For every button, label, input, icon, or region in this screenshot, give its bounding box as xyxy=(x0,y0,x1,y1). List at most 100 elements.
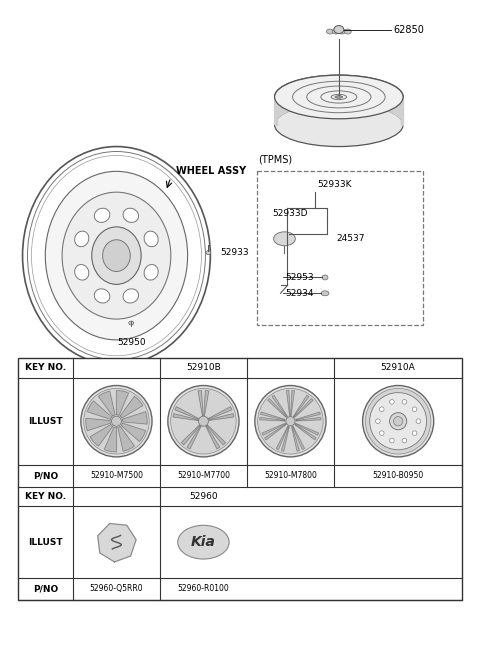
Polygon shape xyxy=(122,412,147,424)
Circle shape xyxy=(375,419,380,424)
Text: 52910-M7700: 52910-M7700 xyxy=(177,471,230,480)
Text: P/NO: P/NO xyxy=(33,471,58,480)
Polygon shape xyxy=(296,423,319,435)
Circle shape xyxy=(84,388,149,454)
Text: 52910-B0950: 52910-B0950 xyxy=(372,471,424,480)
Polygon shape xyxy=(275,97,276,125)
Polygon shape xyxy=(207,425,226,445)
Polygon shape xyxy=(117,390,129,415)
Polygon shape xyxy=(175,407,198,419)
Ellipse shape xyxy=(144,264,158,280)
Text: 52960-R0100: 52960-R0100 xyxy=(178,584,229,593)
Text: 62850: 62850 xyxy=(393,24,424,35)
Polygon shape xyxy=(293,426,304,449)
Ellipse shape xyxy=(123,208,139,222)
Ellipse shape xyxy=(123,289,139,303)
Polygon shape xyxy=(294,399,313,417)
Polygon shape xyxy=(87,401,112,419)
Circle shape xyxy=(81,386,152,457)
Circle shape xyxy=(168,386,239,457)
Polygon shape xyxy=(121,423,145,441)
Circle shape xyxy=(412,407,417,411)
Ellipse shape xyxy=(338,29,345,34)
Text: 52933D: 52933D xyxy=(273,209,308,218)
Text: ILLUST: ILLUST xyxy=(28,538,62,546)
Polygon shape xyxy=(98,391,115,416)
Circle shape xyxy=(198,416,208,426)
Circle shape xyxy=(365,388,431,454)
Ellipse shape xyxy=(144,231,158,247)
Polygon shape xyxy=(204,390,209,416)
Polygon shape xyxy=(401,97,403,125)
Ellipse shape xyxy=(326,29,334,34)
Polygon shape xyxy=(296,412,320,420)
Polygon shape xyxy=(268,399,287,417)
Polygon shape xyxy=(173,414,198,420)
Ellipse shape xyxy=(178,525,229,559)
Text: P/NO: P/NO xyxy=(33,584,58,593)
Polygon shape xyxy=(206,426,220,449)
Ellipse shape xyxy=(275,103,403,146)
Polygon shape xyxy=(104,427,117,452)
Circle shape xyxy=(171,388,236,454)
Polygon shape xyxy=(118,426,134,451)
Polygon shape xyxy=(296,417,321,421)
Polygon shape xyxy=(208,407,232,419)
Ellipse shape xyxy=(275,75,403,119)
Ellipse shape xyxy=(92,227,141,284)
Polygon shape xyxy=(98,523,136,562)
Polygon shape xyxy=(291,390,294,415)
Ellipse shape xyxy=(75,231,89,247)
Circle shape xyxy=(390,413,407,430)
Ellipse shape xyxy=(344,29,351,34)
Text: 52910-M7800: 52910-M7800 xyxy=(264,471,317,480)
Polygon shape xyxy=(181,425,200,445)
Ellipse shape xyxy=(129,321,134,325)
Circle shape xyxy=(286,417,295,426)
Bar xyxy=(18,358,462,600)
Polygon shape xyxy=(198,390,203,416)
Circle shape xyxy=(258,388,323,454)
Ellipse shape xyxy=(94,208,110,222)
Text: 52960-Q5RR0: 52960-Q5RR0 xyxy=(90,584,143,593)
Text: 52933: 52933 xyxy=(220,248,249,257)
Polygon shape xyxy=(265,424,286,440)
Ellipse shape xyxy=(321,291,329,296)
Polygon shape xyxy=(209,414,234,420)
Polygon shape xyxy=(295,424,316,440)
Ellipse shape xyxy=(206,251,211,255)
Polygon shape xyxy=(90,424,113,446)
Circle shape xyxy=(370,393,427,450)
Polygon shape xyxy=(272,396,288,417)
Text: WHEEL ASSY: WHEEL ASSY xyxy=(176,167,246,176)
Polygon shape xyxy=(276,426,288,449)
Text: 52960: 52960 xyxy=(189,492,218,501)
Polygon shape xyxy=(292,426,300,451)
Circle shape xyxy=(379,407,384,411)
Circle shape xyxy=(390,400,394,404)
Text: 52950: 52950 xyxy=(117,338,145,347)
Polygon shape xyxy=(281,426,289,451)
Polygon shape xyxy=(293,396,309,417)
Ellipse shape xyxy=(333,29,339,34)
Circle shape xyxy=(255,386,326,457)
Text: 24537: 24537 xyxy=(336,234,364,243)
Polygon shape xyxy=(262,423,285,435)
Ellipse shape xyxy=(94,289,110,303)
Ellipse shape xyxy=(45,171,188,340)
Text: 52910-M7500: 52910-M7500 xyxy=(90,471,143,480)
Text: 52953: 52953 xyxy=(286,273,314,282)
Polygon shape xyxy=(275,75,403,125)
Polygon shape xyxy=(187,426,201,449)
Circle shape xyxy=(402,438,407,443)
Ellipse shape xyxy=(335,96,343,98)
Circle shape xyxy=(412,431,417,436)
Circle shape xyxy=(394,417,403,426)
Polygon shape xyxy=(120,396,143,418)
Text: 52910A: 52910A xyxy=(381,363,416,372)
Text: (TPMS): (TPMS) xyxy=(258,154,292,165)
Circle shape xyxy=(390,438,394,443)
Polygon shape xyxy=(260,417,285,421)
Ellipse shape xyxy=(322,275,328,280)
Circle shape xyxy=(402,400,407,404)
